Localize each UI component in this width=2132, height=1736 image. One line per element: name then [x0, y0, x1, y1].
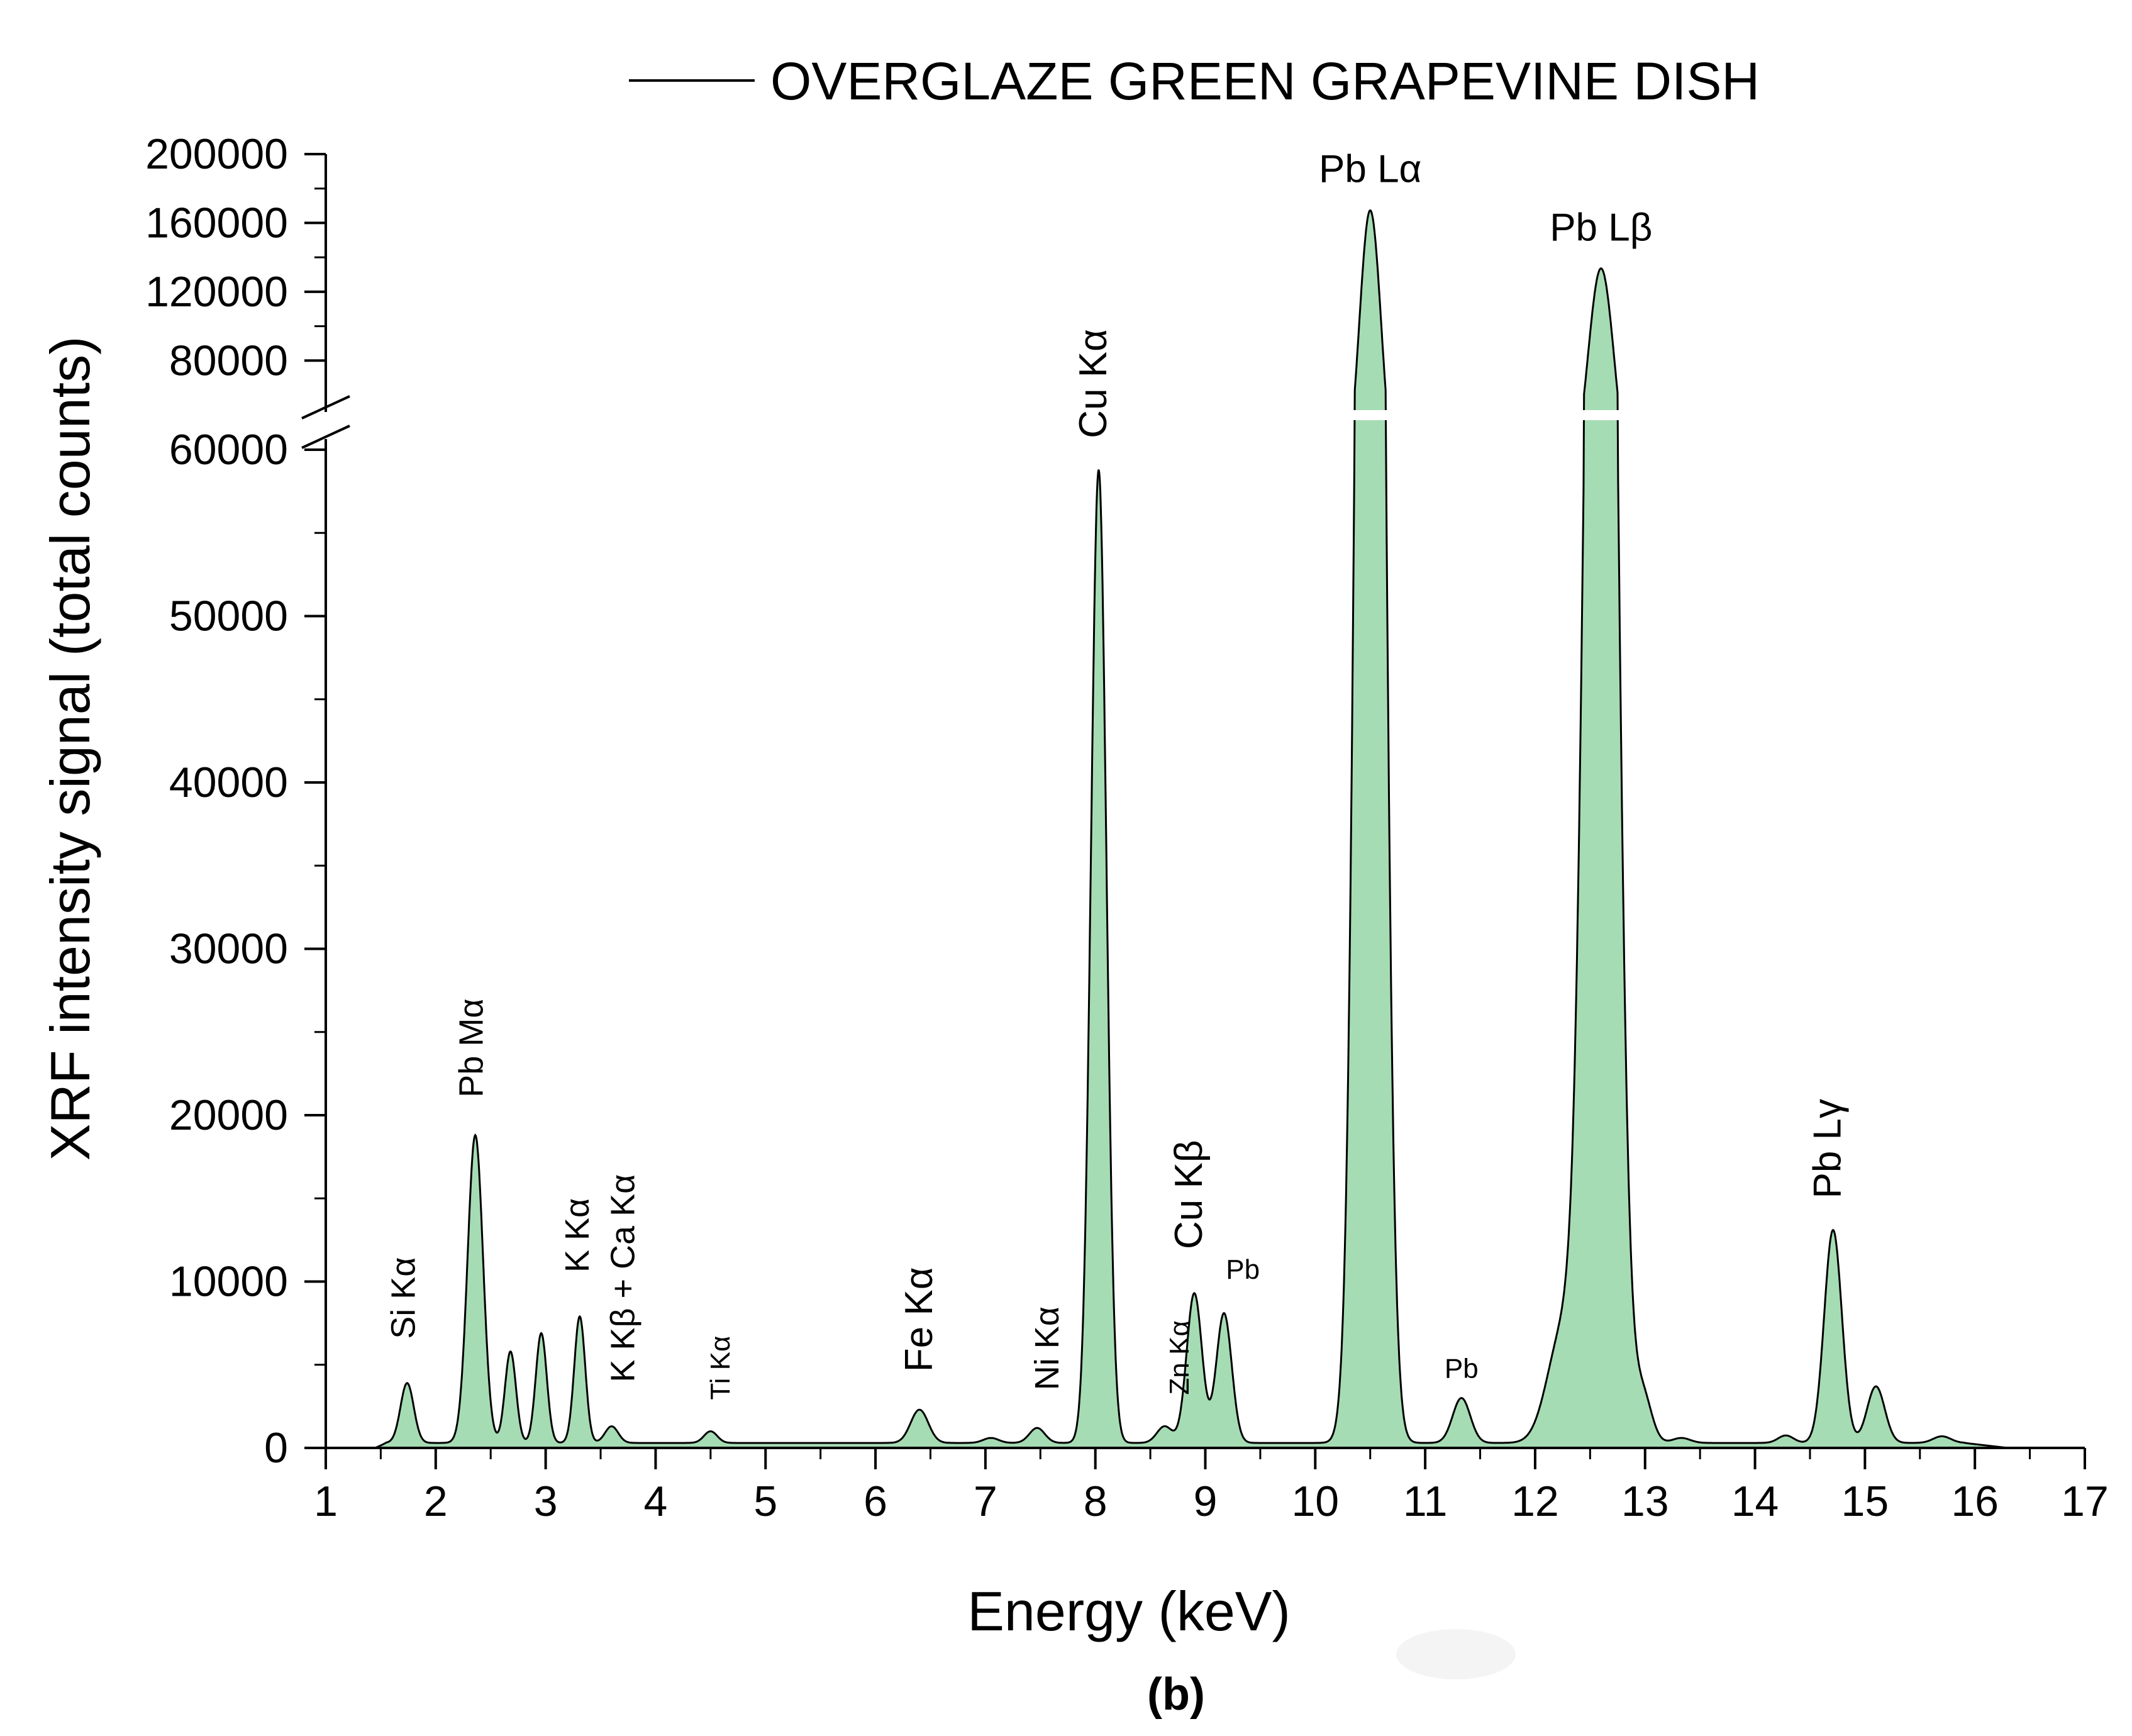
- peak-label: Pb Lβ: [1550, 206, 1652, 249]
- peak-label: Fe Kα: [897, 1267, 941, 1372]
- y-tick-label: 200000: [145, 130, 288, 178]
- axis-break-band: [325, 410, 2090, 420]
- peak-label: Si Kα: [384, 1257, 422, 1339]
- peak-label: Pb Lγ: [1806, 1099, 1850, 1199]
- axis-break-mark: [301, 395, 350, 420]
- x-tick-label: 15: [1841, 1477, 1889, 1525]
- peak-label: Pb: [1226, 1254, 1260, 1285]
- x-axis-title: Energy (keV): [967, 1580, 1291, 1642]
- y-tick-label: 160000: [145, 199, 288, 247]
- legend: OVERGLAZE GREEN GRAPEVINE DISH: [629, 52, 1760, 111]
- x-tick-label: 10: [1291, 1477, 1339, 1525]
- peak-labels-layer: Si Kα Pb Mα K Kα K Kβ + Ca Kα Ti Kα Fe Kα Ni K…: [384, 147, 1849, 1399]
- smudge-mark: [1396, 1629, 1516, 1679]
- peak-label: Pb: [1445, 1354, 1479, 1384]
- peak-label: Pb Lα: [1319, 147, 1421, 191]
- x-tick-label: 8: [1084, 1477, 1108, 1525]
- y-tick-label: 120000: [145, 268, 288, 316]
- x-tick-label: 9: [1194, 1477, 1218, 1525]
- x-tick-label: 14: [1731, 1477, 1779, 1525]
- peak-label: Cu Kβ: [1167, 1140, 1211, 1250]
- x-tick-label: 16: [1951, 1477, 1999, 1525]
- y-tick-label: 80000: [169, 337, 288, 384]
- y-tick-label: 10000: [169, 1258, 288, 1306]
- peak-label: K Kβ + Ca Kα: [604, 1174, 642, 1383]
- legend-label: OVERGLAZE GREEN GRAPEVINE DISH: [770, 52, 1760, 111]
- x-tick-label: 6: [863, 1477, 887, 1525]
- x-tick-label: 3: [534, 1477, 558, 1525]
- peak-label: Cu Kα: [1072, 329, 1115, 438]
- y-axis-title: XRF intensity signal (total counts): [39, 337, 101, 1161]
- y-tick-label: 0: [264, 1424, 288, 1472]
- peak-label: Ti Kα: [705, 1336, 736, 1400]
- x-tick-label: 1: [314, 1477, 338, 1525]
- spectrum-layer: [325, 209, 2090, 1449]
- x-tick-label: 7: [974, 1477, 997, 1525]
- peak-label: Zn Kα: [1164, 1320, 1195, 1394]
- peak-label: Pb Mα: [453, 998, 491, 1097]
- spectrum-line: [326, 209, 2085, 1449]
- x-tick-label: 12: [1511, 1477, 1559, 1525]
- x-tick-label: 5: [753, 1477, 777, 1525]
- axis-break-mark: [301, 425, 350, 449]
- y-tick-label: 30000: [169, 925, 288, 973]
- x-tick-label: 11: [1403, 1477, 1448, 1525]
- y-tick-label: 40000: [169, 759, 288, 806]
- y-tick-label: 50000: [169, 593, 288, 640]
- panel-label: (b): [1147, 1669, 1205, 1720]
- x-tick-label: 4: [644, 1477, 668, 1525]
- x-tick-label: 2: [424, 1477, 448, 1525]
- peak-label: Ni Kα: [1028, 1306, 1066, 1390]
- x-tick-label: 17: [2061, 1477, 2109, 1525]
- axes-layer: 1 2 3 4 5 6 7 8 9 10 11 12 13 14 15 16 17010000200003000…: [145, 130, 2109, 1525]
- y-tick-label: 60000: [169, 426, 288, 474]
- y-tick-label: 20000: [169, 1091, 288, 1139]
- peak-label: K Kα: [558, 1198, 596, 1272]
- x-tick-label: 13: [1621, 1477, 1669, 1525]
